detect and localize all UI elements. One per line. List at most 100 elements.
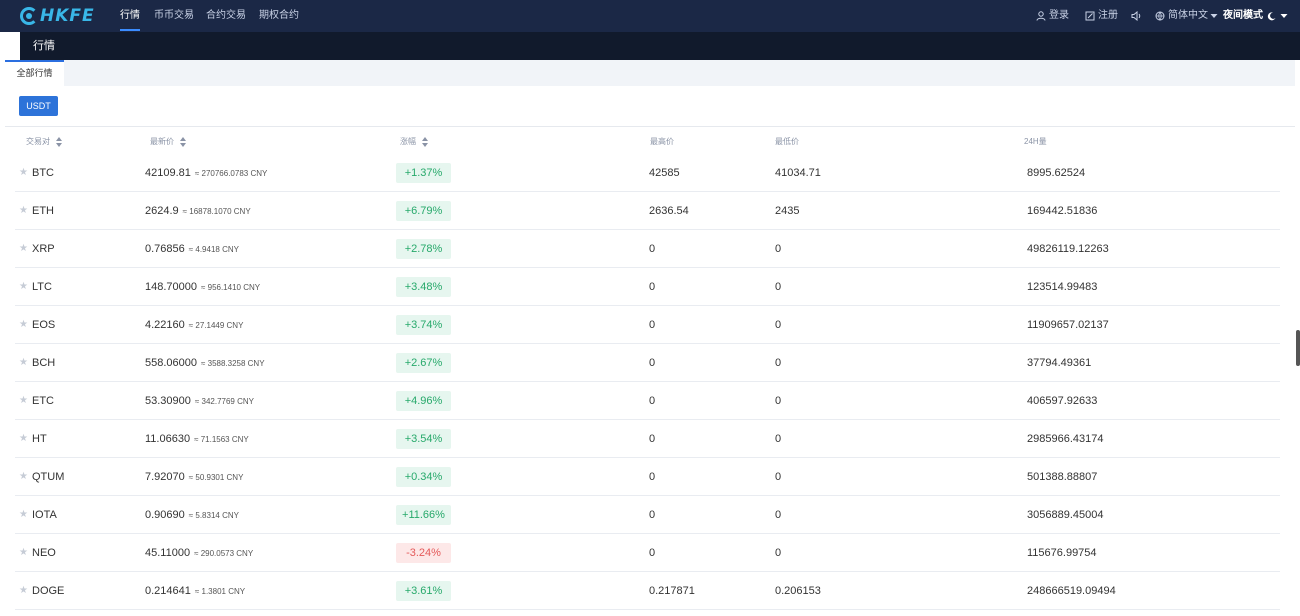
table-row[interactable]: ★ XRP 0.76856 ≈ 4.9418 CNY +2.78% 0 0 49826119.… — [15, 230, 1280, 268]
sound-toggle[interactable] — [1131, 0, 1145, 32]
speaker-icon — [1131, 11, 1141, 21]
star-icon[interactable]: ★ — [19, 395, 28, 406]
price-cell: 2624.9 ≈ 16878.1070 CNY — [145, 192, 251, 230]
page-title: 行情 — [33, 40, 55, 52]
pair-cell: DOGE — [32, 585, 65, 597]
pair-cell: EOS — [32, 319, 56, 331]
language-select[interactable]: 简体中文 — [1155, 0, 1221, 32]
star-icon[interactable]: ★ — [19, 167, 28, 178]
star-icon[interactable]: ★ — [19, 547, 28, 558]
table-row[interactable]: ★ ETC 53.30900 ≈ 342.7769 CNY +4.96% 0 0 406597… — [15, 382, 1280, 420]
edit-icon — [1085, 11, 1095, 21]
volume-cell: 2985966.43174 — [1027, 433, 1104, 445]
sort-icon — [56, 136, 62, 147]
logo-mark-icon — [20, 7, 38, 25]
change-badge: +3.61% — [396, 581, 451, 601]
volume-cell: 11909657.02137 — [1027, 319, 1109, 331]
low-cell: 0 — [775, 433, 782, 445]
high-cell: 0 — [649, 319, 656, 331]
login-link[interactable]: 登录 — [1036, 0, 1069, 32]
high-cell: 0 — [649, 357, 656, 369]
nav-item-options[interactable]: 期权合约 — [259, 10, 299, 21]
star-icon[interactable]: ★ — [19, 509, 28, 520]
logo[interactable]: HKFE — [20, 6, 95, 26]
pair-cell: ETH — [32, 205, 54, 217]
table-row[interactable]: ★ EOS 4.22160 ≈ 27.1449 CNY +3.74% 0 0 11909657… — [15, 306, 1280, 344]
volume-cell: 406597.92633 — [1027, 395, 1098, 407]
column-header-high: 最高价 — [650, 136, 674, 147]
table-row[interactable]: ★ DOGE 0.214641 ≈ 1.3801 CNY +3.61% 0.217871 0… — [15, 572, 1280, 610]
star-icon[interactable]: ★ — [19, 243, 28, 254]
pair-cell: NEO — [32, 547, 56, 559]
change-badge: +4.96% — [396, 391, 451, 411]
divider — [5, 126, 1295, 127]
usdt-filter-button[interactable]: USDT — [19, 96, 58, 116]
pair-cell: BCH — [32, 357, 56, 369]
change-badge: -3.24% — [396, 543, 451, 563]
register-link[interactable]: 注册 — [1085, 0, 1118, 32]
price-cell: 148.70000 ≈ 956.1410 CNY — [145, 268, 260, 306]
register-label: 注册 — [1098, 10, 1118, 21]
star-icon[interactable]: ★ — [19, 585, 28, 596]
column-header-price[interactable]: 最新价 — [150, 136, 186, 147]
table-row[interactable]: ★ NEO 45.11000 ≈ 290.0573 CNY -3.24% 0 0 115676… — [15, 534, 1280, 572]
star-icon[interactable]: ★ — [19, 433, 28, 444]
caret-down-icon — [1210, 14, 1218, 18]
nav-item-spot-trading[interactable]: 币币交易 — [154, 10, 194, 21]
price-value: 4.22160 — [145, 319, 185, 331]
cny-value: ≈ 342.7769 CNY — [194, 397, 254, 406]
table-row[interactable]: ★ BCH 558.06000 ≈ 3588.3258 CNY +2.67% 0 0 3779… — [15, 344, 1280, 382]
table-row[interactable]: ★ BTC 42109.81 ≈ 270766.0783 CNY +1.37% 42585… — [15, 154, 1280, 192]
column-header-pair[interactable]: 交易对 — [26, 136, 62, 147]
price-value: 558.06000 — [145, 357, 197, 369]
price-cell: 42109.81 ≈ 270766.0783 CNY — [145, 154, 267, 192]
column-header-change[interactable]: 涨幅 — [400, 136, 428, 147]
table-row[interactable]: ★ QTUM 7.92070 ≈ 50.9301 CNY +0.34% 0 0 501388.… — [15, 458, 1280, 496]
table-row[interactable]: ★ ETH 2624.9 ≈ 16878.1070 CNY +6.79% 2636.54 2… — [15, 192, 1280, 230]
low-cell: 0 — [775, 395, 782, 407]
tab-all-markets[interactable]: 全部行情 — [5, 60, 64, 86]
star-icon[interactable]: ★ — [19, 281, 28, 292]
price-cell: 558.06000 ≈ 3588.3258 CNY — [145, 344, 265, 382]
change-badge: +6.79% — [396, 201, 451, 221]
cny-value: ≈ 50.9301 CNY — [188, 473, 244, 482]
change-badge: +1.37% — [396, 163, 451, 183]
column-header-low: 最低价 — [775, 136, 799, 147]
night-mode-toggle[interactable]: 夜间模式 — [1223, 0, 1291, 32]
table-row[interactable]: ★ IOTA 0.90690 ≈ 5.8314 CNY +11.66% 0 0 3056889… — [15, 496, 1280, 534]
nav-item-market[interactable]: 行情 — [120, 0, 140, 32]
price-value: 42109.81 — [145, 167, 191, 179]
nav-item-contract-trading[interactable]: 合约交易 — [206, 10, 246, 21]
star-icon[interactable]: ★ — [19, 357, 28, 368]
price-cell: 0.214641 ≈ 1.3801 CNY — [145, 572, 245, 610]
high-cell: 0.217871 — [649, 585, 695, 597]
pair-cell: ETC — [32, 395, 54, 407]
user-icon — [1036, 11, 1046, 21]
low-cell: 0 — [775, 357, 782, 369]
high-cell: 42585 — [649, 167, 680, 179]
volume-cell: 49826119.12263 — [1027, 243, 1109, 255]
pair-cell: BTC — [32, 167, 54, 179]
column-header-label: 最高价 — [650, 137, 674, 146]
low-cell: 0 — [775, 509, 782, 521]
change-badge: +3.54% — [396, 429, 451, 449]
table-row[interactable]: ★ HT 11.06630 ≈ 71.1563 CNY +3.54% 0 0 2985966.… — [15, 420, 1280, 458]
star-icon[interactable]: ★ — [19, 471, 28, 482]
price-value: 0.90690 — [145, 509, 185, 521]
price-cell: 45.11000 ≈ 290.0573 CNY — [145, 534, 253, 572]
sort-icon — [422, 136, 428, 147]
night-mode-label: 夜间模式 — [1223, 10, 1263, 21]
star-icon[interactable]: ★ — [19, 319, 28, 330]
table-row[interactable]: ★ LTC 148.70000 ≈ 956.1410 CNY +3.48% 0 0 12351… — [15, 268, 1280, 306]
high-cell: 0 — [649, 509, 656, 521]
volume-cell: 169442.51836 — [1027, 205, 1098, 217]
high-cell: 0 — [649, 395, 656, 407]
price-cell: 0.76856 ≈ 4.9418 CNY — [145, 230, 239, 268]
pair-cell: HT — [32, 433, 47, 445]
pair-cell: QTUM — [32, 471, 65, 483]
star-icon[interactable]: ★ — [19, 205, 28, 216]
scrollbar[interactable] — [1296, 330, 1300, 366]
caret-down-icon — [1280, 14, 1288, 18]
price-value: 2624.9 — [145, 205, 179, 217]
change-badge: +3.74% — [396, 315, 451, 335]
